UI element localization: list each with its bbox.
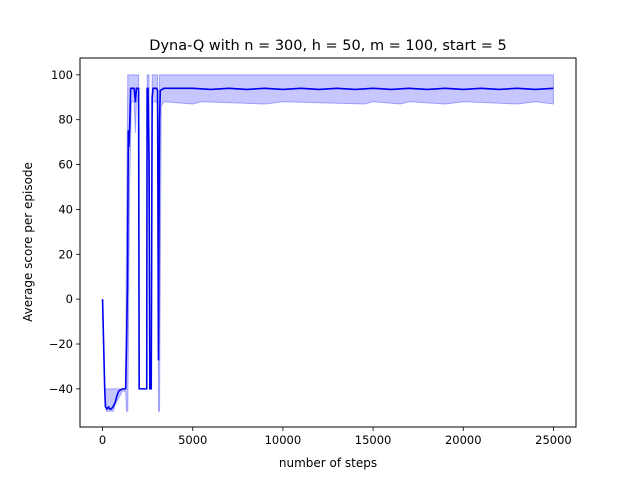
y-tick-label: −20 [49, 337, 73, 351]
y-tick-label: 100 [51, 68, 73, 82]
confidence-band [102, 74, 554, 412]
x-tick-label: 25000 [535, 433, 572, 447]
y-tick-label: 20 [58, 247, 73, 261]
y-axis-ticks: −40 −20 0 20 40 60 80 100 [49, 68, 80, 396]
y-tick-label: 80 [58, 113, 73, 127]
x-tick-label: 10000 [265, 433, 302, 447]
plot-area [101, 74, 554, 412]
y-tick-label: 60 [58, 158, 73, 172]
x-tick-label: 15000 [355, 433, 392, 447]
x-tick-label: 0 [99, 433, 106, 447]
x-axis-ticks: 0 5000 10000 15000 20000 25000 [99, 427, 572, 447]
y-tick-label: −40 [49, 382, 73, 396]
x-axis-label: number of steps [279, 456, 377, 470]
mean-score-line [101, 87, 554, 410]
x-tick-label: 20000 [445, 433, 482, 447]
chart-title: Dyna-Q with n = 300, h = 50, m = 100, st… [149, 38, 506, 54]
y-tick-label: 40 [58, 202, 73, 216]
y-axis-label: Average score per episode [21, 162, 35, 322]
axes-frame [79, 57, 577, 428]
y-tick-label: 0 [66, 292, 73, 306]
x-tick-label: 5000 [178, 433, 207, 447]
